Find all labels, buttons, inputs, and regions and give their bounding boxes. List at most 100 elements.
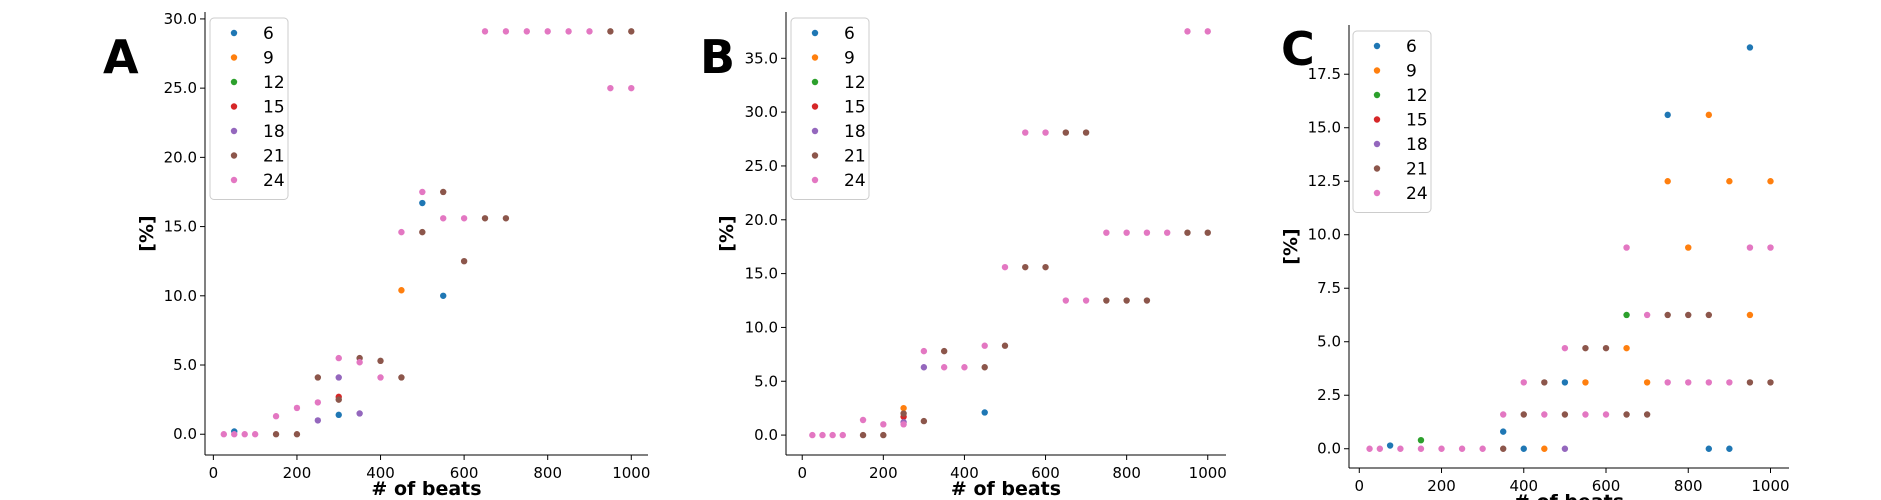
data-point-series-24 [920, 347, 928, 355]
data-point-series-6 [1386, 442, 1394, 449]
data-point-series-24 [272, 413, 280, 420]
data-point-series-21 [1103, 297, 1110, 304]
data-point-series-24 [241, 431, 248, 438]
chart-panel-C: C 0 200 400 600 800 1000 0.0 2.5 5.0 7.5 10.0 12.5 15… [1280, 22, 1790, 500]
data-point-series-21 [1082, 129, 1090, 136]
data-point-series-6 [335, 411, 342, 419]
data-point-series-21 [1123, 297, 1130, 304]
data-point-series-21 [314, 374, 322, 381]
legend-marker-12 [811, 78, 819, 86]
data-point-series-21 [1582, 344, 1589, 352]
x-tick-label: 400 [950, 464, 979, 482]
data-point-series-24 [231, 431, 238, 438]
data-point-series-24 [1438, 445, 1445, 452]
data-point-series-24 [220, 431, 228, 438]
legend-marker-15 [1373, 116, 1381, 123]
data-point-series-21 [1561, 411, 1569, 418]
data-point-series-21 [940, 347, 948, 355]
y-tick-label: 25.0 [745, 157, 778, 175]
legend-label-18: 18 [844, 122, 866, 142]
data-point-series-24 [829, 431, 836, 439]
data-point-series-21 [1685, 311, 1692, 319]
y-tick-label: 20.0 [745, 211, 778, 229]
data-point-series-9 [398, 287, 405, 294]
x-tick-label: 200 [283, 464, 312, 482]
data-point-series-24 [1204, 28, 1211, 35]
data-point-series-24 [1561, 344, 1569, 352]
data-point-series-24 [1479, 445, 1486, 452]
data-point-series-24 [502, 28, 510, 35]
legend-marker-15 [811, 103, 819, 110]
legend-label-6: 6 [263, 24, 274, 44]
data-point-series-21 [1184, 229, 1191, 236]
panel-label: C [1281, 22, 1315, 76]
data-point-series-6 [440, 292, 447, 299]
legend-marker-12 [1373, 91, 1381, 99]
data-point-series-24 [419, 188, 426, 196]
x-tick-label: 1000 [1751, 477, 1789, 495]
y-tick-label: 0.0 [754, 426, 778, 444]
legend-box [1352, 30, 1432, 213]
y-axis-label: [%] [716, 215, 738, 251]
data-point-series-21 [293, 431, 301, 438]
legend-label-24: 24 [1406, 184, 1428, 204]
data-point-series-24 [356, 359, 363, 366]
data-point-series-24 [961, 364, 968, 371]
data-point-series-21 [900, 410, 907, 417]
data-point-series-9 [1685, 244, 1692, 251]
legend-marker-21 [230, 152, 238, 159]
y-tick-label: 15.0 [164, 218, 197, 236]
data-point-series-24 [1726, 379, 1733, 386]
data-point-series-21 [1767, 379, 1774, 386]
data-point-series-24 [880, 421, 887, 428]
data-point-series-21 [1664, 311, 1671, 319]
data-point-series-24 [1541, 411, 1548, 418]
y-tick-label: 0.0 [173, 425, 197, 443]
y-tick-label: 10.0 [164, 287, 197, 305]
data-point-series-24 [1500, 411, 1507, 418]
x-tick-label: 800 [1112, 464, 1141, 482]
data-point-series-24 [460, 215, 468, 222]
x-tick-label: 600 [1592, 477, 1621, 495]
data-point-series-21 [419, 228, 426, 236]
data-point-series-24 [900, 421, 907, 428]
y-tick-label: 15.0 [1308, 119, 1341, 137]
x-tick-label: 200 [869, 464, 898, 482]
data-point-series-21 [880, 431, 887, 439]
data-point-series-24 [628, 84, 635, 92]
data-point-series-21 [460, 257, 468, 265]
data-point-series-24 [335, 354, 342, 362]
legend-label-21: 21 [263, 147, 285, 167]
data-point-series-21 [1643, 411, 1651, 418]
data-point-series-24 [940, 364, 948, 371]
data-point-series-21 [1746, 379, 1754, 386]
data-point-series-9 [1726, 178, 1733, 185]
data-point-series-24 [1184, 28, 1191, 35]
x-axis-label: # of beats [371, 478, 481, 500]
data-point-series-24 [1103, 229, 1110, 236]
data-point-series-24 [293, 404, 301, 412]
data-point-series-24 [1082, 297, 1090, 304]
legend-marker-6 [230, 29, 238, 37]
data-point-series-9 [1746, 311, 1754, 319]
data-point-series-21 [1705, 311, 1713, 319]
data-point-series-9 [1643, 379, 1651, 386]
data-point-series-24 [981, 342, 988, 349]
legend-label-15: 15 [263, 98, 285, 118]
legend-label-15: 15 [844, 98, 866, 118]
data-point-series-24 [1042, 129, 1049, 136]
data-point-series-6 [1726, 445, 1733, 452]
data-point-series-18 [335, 374, 342, 381]
legend-marker-15 [230, 103, 238, 110]
data-point-series-24 [398, 228, 405, 236]
legend-marker-9 [1373, 67, 1381, 74]
data-point-series-6 [419, 199, 426, 207]
data-point-series-24 [314, 399, 322, 406]
data-point-series-9 [1541, 445, 1548, 452]
legend-marker-24 [1373, 189, 1381, 197]
x-tick-label: 800 [1674, 477, 1703, 495]
data-point-series-18 [920, 364, 928, 371]
legend-label-24: 24 [263, 171, 285, 191]
data-point-series-12 [1623, 311, 1630, 319]
data-point-series-21 [335, 396, 342, 403]
